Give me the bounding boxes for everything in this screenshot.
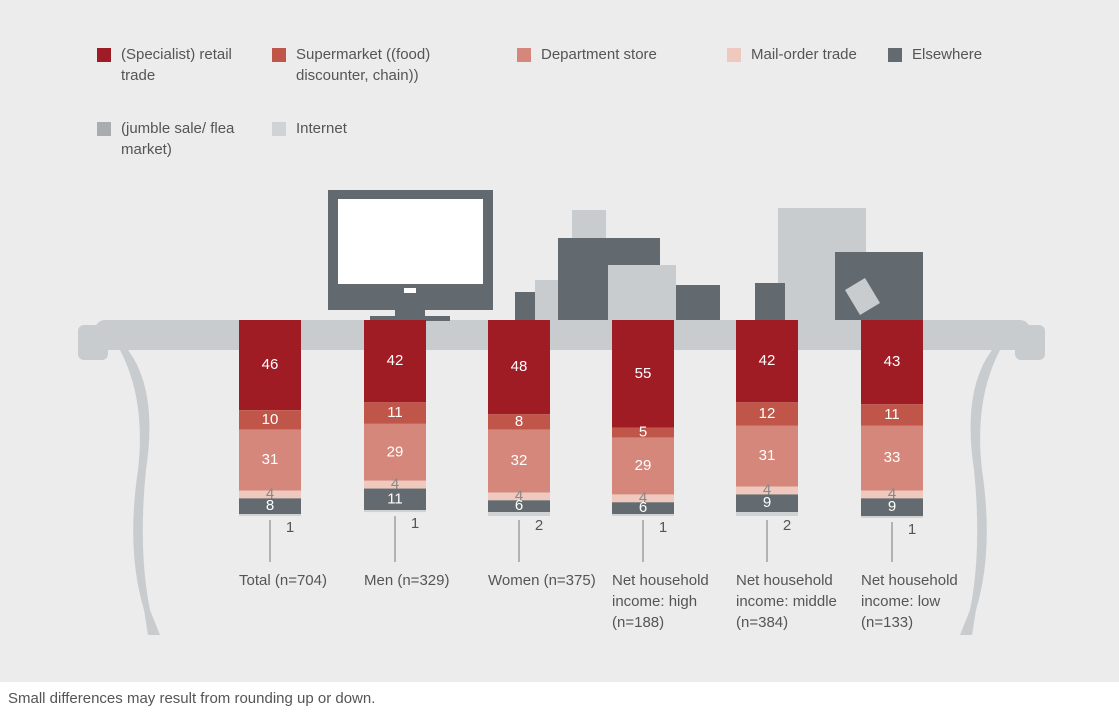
bar-segment [488,512,550,516]
bar-segment [861,498,923,516]
legend-label: (jumble sale/ flea market) [121,120,235,158]
bar-segment [861,490,923,499]
value-label: 4 [266,485,274,502]
bar-segment [488,500,550,513]
value-label: 11 [387,404,403,421]
bar-segment [861,425,923,491]
x-tick-label: Net household income: middle (n=384) [736,572,837,631]
value-label: 9 [763,494,771,511]
bar-segment [239,320,301,411]
bar-segment [488,492,550,501]
value-label: 1 [411,515,419,532]
bar-segment [736,512,798,516]
value-label: 4 [639,489,647,506]
value-label: 8 [515,413,523,430]
value-label: 42 [759,352,776,369]
value-label: 6 [639,499,647,516]
bar-segment [612,427,674,438]
footnote: Small differences may result from roundi… [8,690,376,707]
value-label: 31 [759,447,776,464]
value-label: 8 [266,497,274,514]
bar-segment [736,494,798,513]
value-label: 29 [387,443,404,460]
bar-segment [364,510,426,513]
value-label: 10 [262,411,279,428]
illustration [328,190,923,321]
value-label: 6 [515,497,523,514]
value-label: 11 [884,406,900,423]
legend-swatch [272,122,286,136]
bar-segment [364,320,426,403]
bar-segment [861,404,923,426]
value-label: 2 [783,517,791,534]
legend-swatch [97,48,111,62]
bar-segment [861,320,923,405]
legend-swatch [727,48,741,62]
bar-segment [239,410,301,430]
bar-segment [736,425,798,487]
bar-segment [488,414,550,430]
x-tick-label: Net household income: high (n=188) [612,572,709,631]
chart: 4610314814211294111488324625552946142123… [78,190,1045,635]
value-label: 55 [635,365,652,382]
bar-segment [612,437,674,495]
value-label: 43 [884,353,901,370]
x-tick-label: Women (n=375) [488,572,596,589]
bar-segment [861,516,923,518]
value-label: 42 [387,352,404,369]
value-label: 12 [759,405,776,422]
bar-segment [612,514,674,516]
bar-segment [364,480,426,489]
value-label: 29 [635,457,652,474]
x-tick-label: Net household income: low (n=133) [861,572,958,631]
value-label: 1 [286,519,294,536]
bar-segment [239,429,301,491]
bar-segment [239,490,301,499]
value-label: 4 [391,476,399,493]
legend-label: Department store [541,46,657,63]
value-label: 32 [511,452,528,469]
legend-label: Supermarket ((food) discounter, chain)) [296,46,431,84]
bar-segment [364,423,426,481]
legend-label: Internet [296,120,347,137]
legend-label: Elsewhere [912,46,983,63]
value-label: 33 [884,449,901,466]
legend-swatch [888,48,902,62]
value-label: 31 [262,451,279,468]
bar-segment [364,402,426,424]
value-label: 4 [515,487,523,504]
x-tick-label: Total (n=704) [239,572,327,589]
bar-segment [364,488,426,511]
legend-label: (Specialist) retail trade [121,46,232,84]
value-label: 1 [659,519,667,536]
value-label: 11 [387,490,403,507]
value-label: 46 [262,356,279,373]
bar-segment [488,429,550,493]
value-label: 1 [908,521,916,538]
value-label: 9 [888,498,896,515]
bar-segment [736,486,798,495]
bar-segment [239,514,301,516]
bar-segment [612,502,674,515]
bar-segment [612,320,674,428]
legend-swatch [272,48,286,62]
bar-segment [736,320,798,403]
bar-segment [488,320,550,415]
value-label: 4 [763,481,771,498]
x-tick-label: Men (n=329) [364,572,450,589]
bar-segment [612,494,674,503]
value-label: 2 [535,517,543,534]
value-label: 4 [888,485,896,502]
bar-segment [736,402,798,426]
legend-swatch [517,48,531,62]
legend-swatch [97,122,111,136]
bar-segment [239,498,301,515]
legend-label: Mail-order trade [751,46,857,63]
value-label: 48 [511,358,528,375]
value-label: 5 [639,424,647,441]
